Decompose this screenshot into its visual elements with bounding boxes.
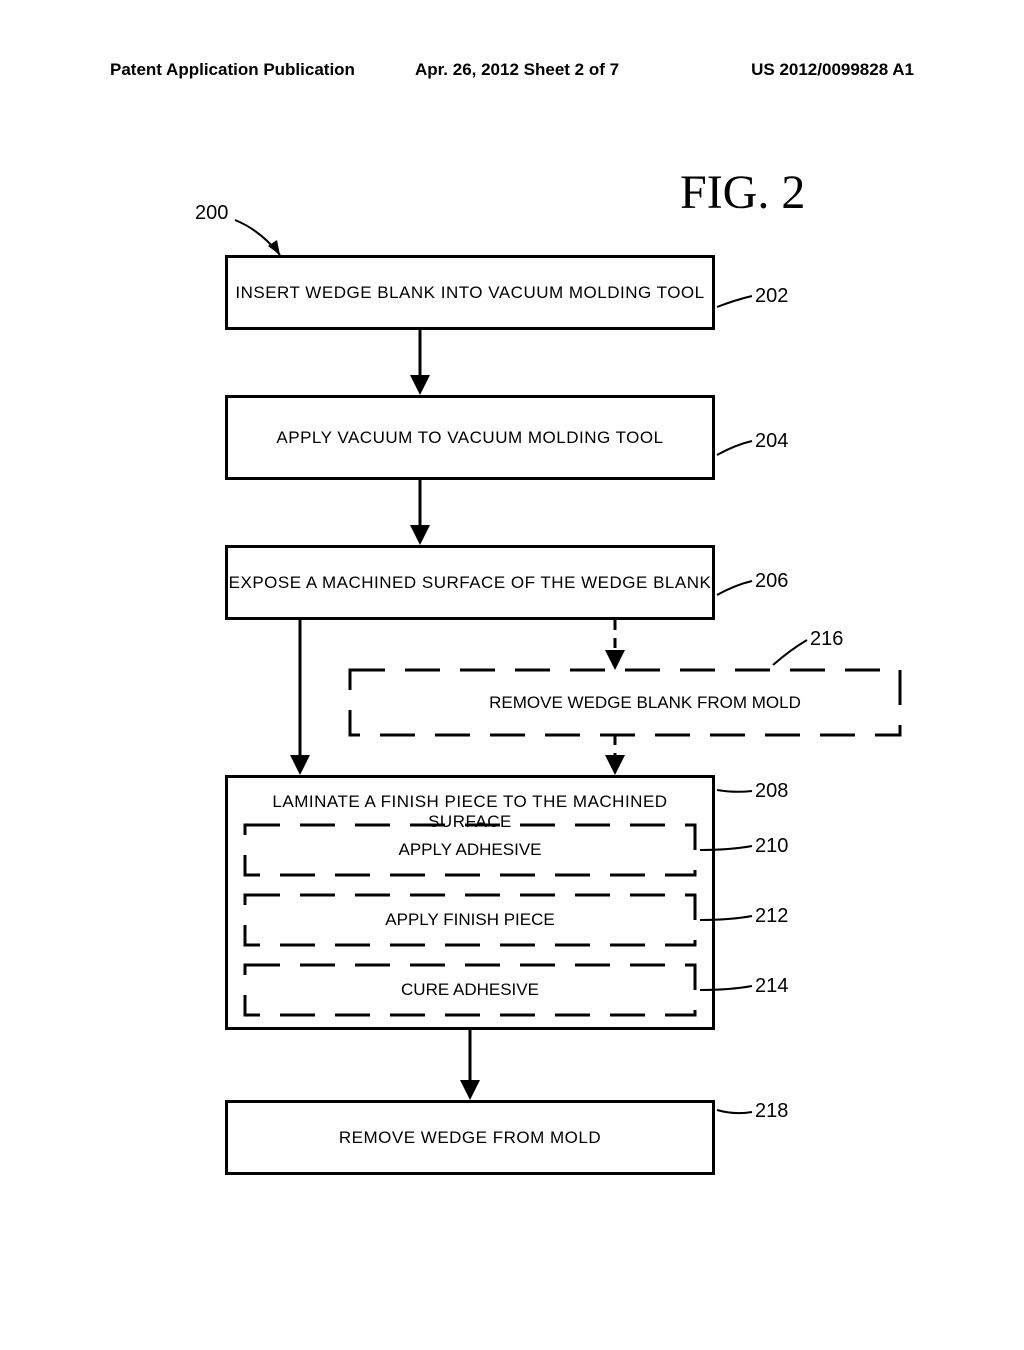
step-206: EXPOSE A MACHINED SURFACE OF THE WEDGE B… (225, 545, 715, 620)
header-patent-number: US 2012/0099828 A1 (751, 60, 914, 80)
step-212-text: APPLY FINISH PIECE (385, 910, 554, 930)
step-202: INSERT WEDGE BLANK INTO VACUUM MOLDING T… (225, 255, 715, 330)
ref-206: 206 (755, 570, 788, 593)
ref-200: 200 (195, 202, 228, 225)
page-header: Patent Application Publication Apr. 26, … (110, 60, 914, 80)
step-216-text: REMOVE WEDGE BLANK FROM MOLD (489, 693, 801, 713)
step-214: CURE ADHESIVE (245, 965, 695, 1015)
step-216: REMOVE WEDGE BLANK FROM MOLD (350, 670, 900, 735)
ref-214: 214 (755, 975, 788, 998)
ref-216: 216 (810, 628, 843, 651)
step-204: APPLY VACUUM TO VACUUM MOLDING TOOL (225, 395, 715, 480)
flowchart-diagram: FIG. 2 200 INSERT WEDGE BLANK INTO VACUU… (0, 150, 1024, 1350)
step-210-text: APPLY ADHESIVE (399, 840, 542, 860)
header-date-sheet: Apr. 26, 2012 Sheet 2 of 7 (415, 60, 619, 80)
step-206-text: EXPOSE A MACHINED SURFACE OF THE WEDGE B… (229, 573, 712, 593)
step-214-text: CURE ADHESIVE (401, 980, 539, 1000)
step-212: APPLY FINISH PIECE (245, 895, 695, 945)
ref-210: 210 (755, 835, 788, 858)
step-218-text: REMOVE WEDGE FROM MOLD (339, 1128, 601, 1148)
step-218: REMOVE WEDGE FROM MOLD (225, 1100, 715, 1175)
figure-label: FIG. 2 (680, 165, 805, 220)
ref-202: 202 (755, 285, 788, 308)
step-204-text: APPLY VACUUM TO VACUUM MOLDING TOOL (276, 428, 663, 448)
step-210: APPLY ADHESIVE (245, 825, 695, 875)
ref-208: 208 (755, 780, 788, 803)
ref-204: 204 (755, 430, 788, 453)
ref-212: 212 (755, 905, 788, 928)
header-title: Patent Application Publication (110, 60, 355, 80)
step-202-text: INSERT WEDGE BLANK INTO VACUUM MOLDING T… (235, 283, 704, 303)
ref-218: 218 (755, 1100, 788, 1123)
